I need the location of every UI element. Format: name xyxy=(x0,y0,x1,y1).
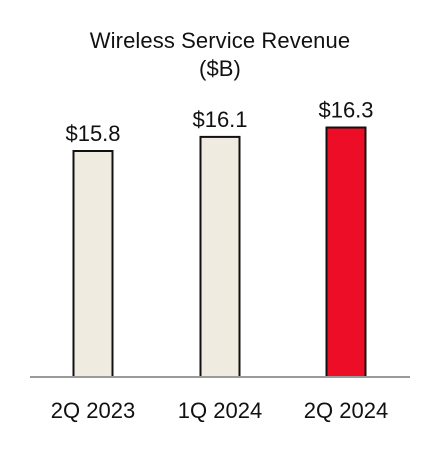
bar-2q-2024 xyxy=(325,126,367,378)
data-label: $16.3 xyxy=(318,98,373,123)
data-label: $16.1 xyxy=(192,107,247,132)
chart-title: Wireless Service Revenue xyxy=(89,28,351,53)
x-tick-label: 2Q 2023 xyxy=(51,398,135,423)
x-tick-label: 2Q 2024 xyxy=(304,398,388,423)
data-label: $15.8 xyxy=(65,121,120,146)
bar-2q-2023 xyxy=(72,150,114,378)
chart-subtitle: ($B) xyxy=(199,55,241,81)
bar-1q-2024 xyxy=(199,135,241,378)
x-tick-label: 1Q 2024 xyxy=(178,398,262,423)
chart-title-block: Wireless Service Revenue ($B) xyxy=(0,27,440,82)
